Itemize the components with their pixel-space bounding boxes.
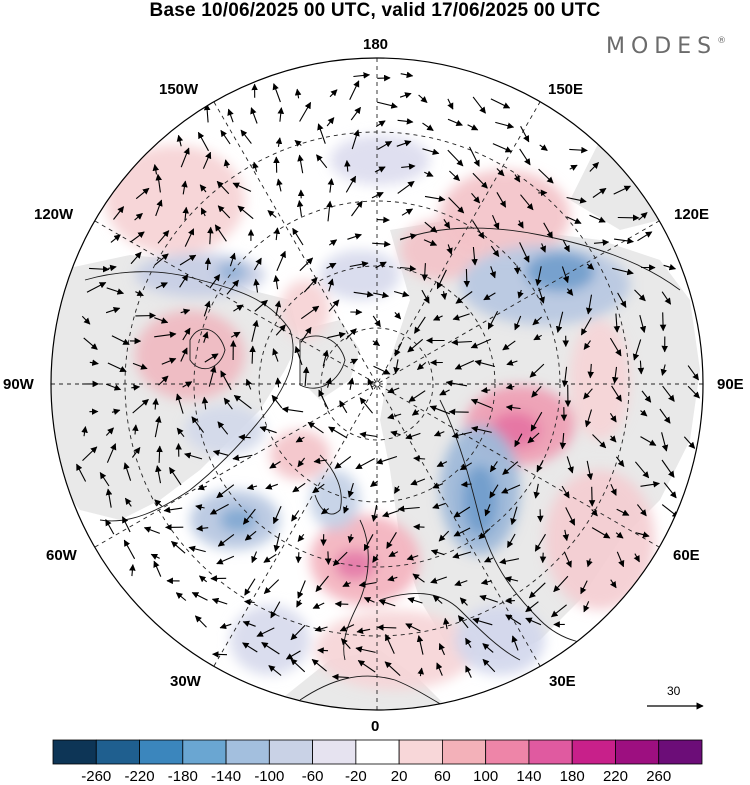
- positive-anomaly: [570, 320, 630, 440]
- colorbar-tick-label: 100: [473, 768, 498, 785]
- colorbar-swatch: [659, 740, 702, 764]
- colorbar-tick-label: -60: [302, 768, 324, 785]
- wind-arrow: [328, 551, 329, 564]
- wind-arrow: [543, 553, 544, 563]
- colorbar-tick-label: -100: [254, 768, 284, 785]
- negative-anomaly: [217, 262, 247, 282]
- negative-anomaly: [310, 470, 360, 530]
- positive-anomaly: [315, 610, 475, 690]
- colorbar-tick-label: -260: [81, 768, 111, 785]
- wind-arrow: [298, 552, 299, 562]
- lon-label-180: 180: [363, 36, 388, 53]
- colorbar-swatch: [442, 740, 485, 764]
- negative-anomaly: [330, 135, 430, 185]
- colorbar-swatch: [96, 740, 139, 764]
- map-disc: [40, 50, 720, 730]
- colorbar-swatch: [53, 740, 96, 764]
- negative-anomaly: [220, 508, 256, 532]
- colorbar-swatch: [356, 740, 399, 764]
- wind-arrow: [506, 601, 515, 602]
- colorbar-tick-label: 140: [516, 768, 541, 785]
- lon-label-60w: 60W: [46, 547, 77, 564]
- lon-label-90w: 90W: [3, 376, 34, 393]
- colorbar-swatch: [529, 740, 572, 764]
- wind-arrow: [414, 527, 425, 528]
- wind-arrow: [466, 269, 467, 287]
- lon-label-60e: 60E: [673, 547, 700, 564]
- colorbar-tick-label: -140: [211, 768, 241, 785]
- colorbar-tick-label: 220: [603, 768, 628, 785]
- wind-arrow: [213, 654, 227, 655]
- colorbar-tick-label: 260: [646, 768, 671, 785]
- lon-label-120w: 120W: [34, 206, 73, 223]
- wind-arrow: [335, 604, 348, 605]
- colorbar-tick-label: 60: [434, 768, 451, 785]
- positive-anomaly: [270, 430, 330, 480]
- lon-label-0: 0: [371, 718, 379, 735]
- wind-arrow: [378, 627, 397, 628]
- wind-arrow: [517, 266, 518, 274]
- wind-arrow: [377, 220, 389, 221]
- lon-label-30e: 30E: [549, 673, 576, 690]
- colorbar-swatch: [269, 740, 312, 764]
- negative-anomaly: [320, 250, 400, 300]
- wind-arrow: [592, 487, 593, 506]
- lon-label-90e: 90E: [717, 376, 744, 393]
- negative-anomaly: [230, 605, 310, 675]
- colorbar-tick-label: 180: [560, 768, 585, 785]
- negative-anomaly: [455, 605, 545, 675]
- negative-anomaly: [525, 252, 595, 292]
- colorbar-swatch: [399, 740, 442, 764]
- lon-label-30w: 30W: [170, 673, 201, 690]
- lon-label-120e: 120E: [674, 206, 709, 223]
- colorbar-swatch: [572, 740, 615, 764]
- colorbar-swatch: [140, 740, 183, 764]
- colorbar-swatch: [313, 740, 356, 764]
- reference-vector-label: 30: [667, 684, 680, 698]
- wind-arrow: [663, 312, 664, 330]
- lon-label-150w: 150W: [159, 81, 198, 98]
- colorbar-tick-label: -220: [125, 768, 155, 785]
- colorbar-swatch: [615, 740, 658, 764]
- wind-arrow: [159, 446, 160, 463]
- lon-label-150e: 150E: [548, 81, 583, 98]
- colorbar-swatch: [226, 740, 269, 764]
- colorbar-tick-label: 20: [391, 768, 408, 785]
- negative-anomaly: [462, 465, 498, 535]
- colorbar-swatch: [486, 740, 529, 764]
- wind-arrow: [318, 650, 328, 651]
- colorbar: [53, 740, 702, 764]
- wind-arrow: [252, 346, 253, 364]
- colorbar-tick-label: -20: [345, 768, 367, 785]
- positive-anomaly: [335, 550, 375, 580]
- colorbar-swatch: [183, 740, 226, 764]
- colorbar-tick-label: -180: [168, 768, 198, 785]
